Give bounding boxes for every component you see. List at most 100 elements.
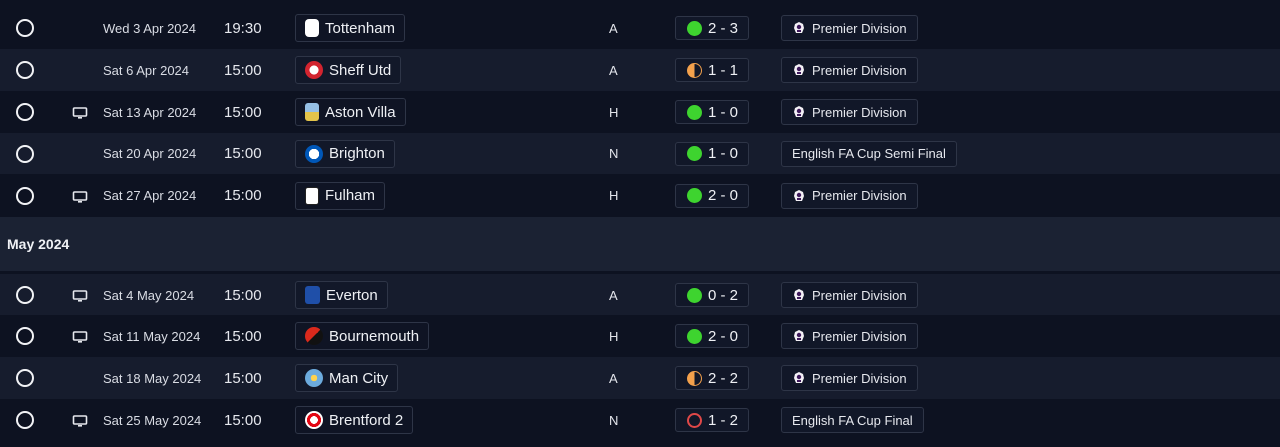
fixture-time: 15:00 — [224, 61, 262, 79]
result-button[interactable]: 1 - 1 — [675, 58, 749, 82]
opponent-name: Aston Villa — [325, 103, 396, 121]
competition-button[interactable]: English FA Cup Final — [781, 407, 924, 433]
competition-button[interactable]: Premier Division — [781, 99, 918, 125]
fixture-time: 19:30 — [224, 19, 262, 37]
competition-button[interactable]: Premier Division — [781, 282, 918, 308]
opponent-name: Sheff Utd — [329, 61, 392, 79]
fixture-row[interactable]: Sat 6 Apr 2024 15:00 Sheff Utd A 1 - 1 Premie… — [0, 49, 1280, 91]
venue-label: N — [609, 412, 619, 428]
venue-label: A — [609, 287, 618, 303]
competition-button[interactable]: Premier Division — [781, 323, 918, 349]
tottenham-crest-icon — [305, 19, 319, 37]
select-radio[interactable] — [16, 103, 34, 121]
fixture-row[interactable]: Sat 18 May 2024 15:00 Man City A 2 - 2 Premie… — [0, 357, 1280, 399]
result-button[interactable]: 0 - 2 — [675, 283, 749, 307]
premier-league-lion-icon — [792, 105, 806, 119]
premier-league-lion-icon — [792, 189, 806, 203]
result-button[interactable]: 1 - 0 — [675, 141, 749, 166]
win-indicator-icon — [687, 287, 702, 303]
score: 2 - 0 — [708, 327, 739, 345]
premier-league-lion-icon — [792, 329, 806, 343]
select-radio[interactable] — [16, 286, 34, 304]
result-button[interactable]: 1 - 0 — [675, 100, 749, 124]
select-radio[interactable] — [16, 144, 34, 163]
fulham-crest-icon — [305, 186, 319, 205]
competition-button[interactable]: Premier Division — [781, 57, 918, 83]
fixture-time: 15:00 — [224, 411, 262, 429]
fixture-time: 15:00 — [224, 187, 262, 204]
tv-broadcast-icon — [72, 190, 88, 203]
select-radio[interactable] — [16, 327, 34, 345]
win-indicator-icon — [687, 146, 702, 161]
select-radio[interactable] — [16, 369, 34, 387]
opponent-name: Bournemouth — [329, 327, 420, 345]
opponent-button[interactable]: Brighton — [295, 139, 395, 168]
opponent-button[interactable]: Man City — [295, 364, 399, 392]
competition-name: Premier Division — [812, 62, 907, 78]
win-indicator-icon — [687, 104, 702, 120]
fixture-row[interactable]: Sat 27 Apr 2024 15:00 Fulham H 2 - 0 Premier … — [0, 174, 1280, 217]
brentford-crest-icon — [305, 411, 323, 429]
tv-broadcast-icon — [72, 289, 88, 302]
fixture-date: Sat 11 May 2024 — [103, 328, 201, 344]
win-indicator-icon — [687, 20, 702, 36]
opponent-name: Brentford 2 — [329, 411, 404, 429]
opponent-name: Fulham — [325, 187, 376, 204]
fixture-time: 15:00 — [224, 327, 262, 345]
fixture-row[interactable]: Wed 3 Apr 2024 19:30 Tottenham A 2 - 3 Premie… — [0, 7, 1280, 49]
fixture-row[interactable]: Sat 11 May 2024 15:00 Bournemouth H 2 - 0 Pre… — [0, 315, 1280, 357]
competition-button[interactable]: Premier Division — [781, 15, 918, 41]
opponent-button[interactable]: Bournemouth — [295, 322, 430, 350]
opponent-button[interactable]: Sheff Utd — [295, 56, 402, 84]
fixture-row[interactable]: Sat 20 Apr 2024 15:00 Brighton N 1 - 0 Englis… — [0, 133, 1280, 174]
opponent-button[interactable]: Everton — [295, 281, 388, 309]
result-button[interactable]: 1 - 2 — [675, 408, 749, 432]
tv-broadcast-icon — [72, 106, 88, 119]
competition-name: Premier Division — [812, 188, 907, 203]
bournemouth-crest-icon — [305, 327, 323, 345]
venue-label: H — [609, 104, 619, 120]
fixture-row[interactable]: Sat 4 May 2024 15:00 Everton A 0 - 2 Premier … — [0, 274, 1280, 316]
opponent-name: Everton — [326, 286, 378, 304]
venue-label: A — [609, 370, 618, 386]
everton-crest-icon — [305, 286, 320, 304]
select-radio[interactable] — [16, 19, 34, 37]
premier-league-lion-icon — [792, 21, 806, 35]
fixture-date: Sat 18 May 2024 — [103, 370, 202, 386]
result-button[interactable]: 2 - 3 — [675, 16, 749, 40]
opponent-button[interactable]: Tottenham — [295, 14, 406, 42]
sheffield-crest-icon — [305, 61, 323, 79]
score: 1 - 0 — [708, 103, 739, 121]
competition-button[interactable]: English FA Cup Semi Final — [781, 140, 957, 167]
select-radio[interactable] — [16, 61, 34, 79]
result-button[interactable]: 2 - 0 — [675, 324, 749, 348]
select-radio[interactable] — [16, 186, 34, 205]
competition-button[interactable]: Premier Division — [781, 182, 918, 209]
win-indicator-icon — [687, 328, 702, 344]
competition-name: English FA Cup Semi Final — [792, 146, 946, 161]
fixture-row[interactable]: Sat 13 Apr 2024 15:00 Aston Villa H 1 - 0 Pre… — [0, 91, 1280, 133]
score: 2 - 3 — [708, 19, 739, 37]
opponent-button[interactable]: Fulham — [295, 181, 386, 210]
competition-name: Premier Division — [812, 328, 907, 344]
result-button[interactable]: 2 - 0 — [675, 183, 749, 208]
opponent-name: Brighton — [329, 145, 385, 162]
opponent-button[interactable]: Brentford 2 — [295, 406, 414, 434]
win-indicator-icon — [687, 188, 702, 203]
man-city-crest-icon — [305, 369, 323, 387]
competition-button[interactable]: Premier Division — [781, 365, 918, 391]
result-button[interactable]: 2 - 2 — [675, 366, 749, 390]
fixture-time: 15:00 — [224, 145, 262, 162]
premier-league-lion-icon — [792, 371, 806, 385]
venue-label: A — [609, 62, 618, 78]
venue-label: N — [609, 146, 619, 161]
score: 2 - 2 — [708, 369, 739, 387]
brighton-crest-icon — [305, 144, 323, 163]
fixture-date: Sat 25 May 2024 — [103, 412, 202, 428]
fixture-row[interactable]: Sat 25 May 2024 15:00 Brentford 2 N 1 - 2 Eng… — [0, 399, 1280, 441]
score: 1 - 0 — [708, 145, 739, 162]
opponent-button[interactable]: Aston Villa — [295, 98, 406, 126]
fixture-date: Wed 3 Apr 2024 — [103, 20, 196, 36]
select-radio[interactable] — [16, 411, 34, 429]
competition-name: Premier Division — [812, 370, 907, 386]
